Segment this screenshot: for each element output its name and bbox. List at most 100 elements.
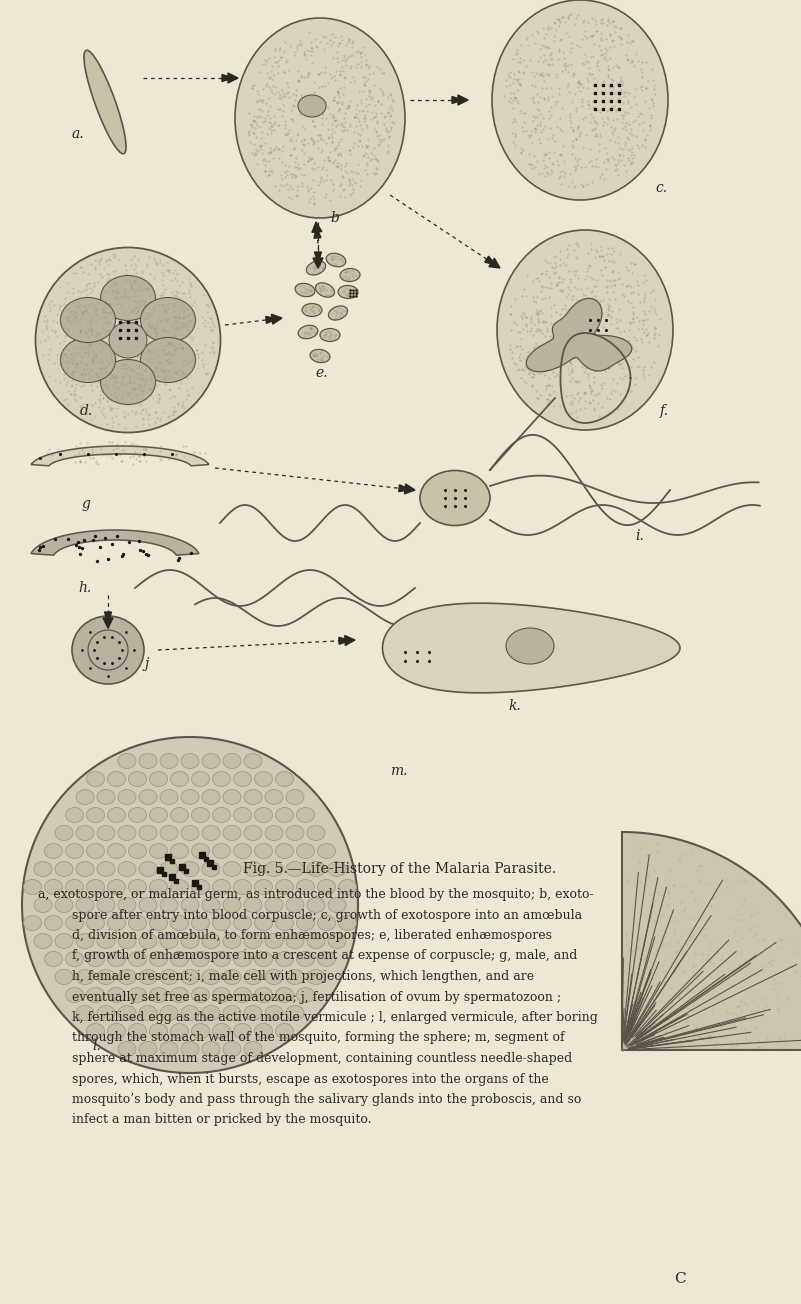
Ellipse shape	[223, 862, 241, 876]
Ellipse shape	[255, 1024, 272, 1038]
Text: a.: a.	[72, 126, 85, 141]
Ellipse shape	[212, 1024, 231, 1038]
Ellipse shape	[296, 952, 315, 966]
Ellipse shape	[150, 952, 167, 966]
Ellipse shape	[150, 987, 167, 1003]
Ellipse shape	[66, 807, 83, 823]
Ellipse shape	[244, 897, 262, 913]
Ellipse shape	[118, 934, 136, 948]
Ellipse shape	[181, 754, 199, 768]
Polygon shape	[405, 484, 415, 494]
Polygon shape	[222, 74, 233, 81]
Ellipse shape	[87, 915, 104, 931]
Ellipse shape	[244, 934, 262, 948]
Text: eventually set free as spermatozoa; j, fertilisation of ovum by spermatozoon ;: eventually set free as spermatozoa; j, f…	[72, 991, 562, 1004]
Ellipse shape	[66, 987, 83, 1003]
Ellipse shape	[171, 915, 188, 931]
Ellipse shape	[139, 825, 157, 841]
Ellipse shape	[255, 987, 272, 1003]
Ellipse shape	[87, 987, 104, 1003]
Ellipse shape	[107, 844, 126, 858]
Ellipse shape	[265, 934, 283, 948]
Ellipse shape	[202, 934, 220, 948]
Ellipse shape	[139, 754, 157, 768]
Polygon shape	[31, 529, 199, 556]
Ellipse shape	[160, 897, 178, 913]
Ellipse shape	[171, 879, 188, 895]
Ellipse shape	[139, 1042, 157, 1056]
Text: e.: e.	[315, 366, 328, 379]
Ellipse shape	[202, 969, 220, 985]
Ellipse shape	[310, 349, 330, 363]
Text: through the stomach wall of the mosquito, forming the sphere; m, segment of: through the stomach wall of the mosquito…	[72, 1031, 565, 1045]
Ellipse shape	[286, 969, 304, 985]
Ellipse shape	[100, 360, 155, 404]
Ellipse shape	[76, 862, 94, 876]
Ellipse shape	[255, 879, 272, 895]
Ellipse shape	[160, 969, 178, 985]
Ellipse shape	[202, 1005, 220, 1021]
Ellipse shape	[298, 95, 326, 117]
Ellipse shape	[298, 325, 318, 339]
Ellipse shape	[307, 934, 325, 948]
Ellipse shape	[234, 952, 252, 966]
Ellipse shape	[160, 754, 178, 768]
Text: Fig. 5.—Life-History of the Malaria Parasite.: Fig. 5.—Life-History of the Malaria Para…	[244, 862, 557, 876]
Ellipse shape	[128, 987, 147, 1003]
Ellipse shape	[118, 789, 136, 805]
Ellipse shape	[181, 934, 199, 948]
Ellipse shape	[244, 1005, 262, 1021]
Ellipse shape	[61, 297, 115, 343]
Ellipse shape	[55, 934, 73, 948]
Ellipse shape	[202, 825, 220, 841]
Polygon shape	[339, 638, 350, 644]
Ellipse shape	[223, 934, 241, 948]
Ellipse shape	[139, 969, 157, 985]
Ellipse shape	[497, 230, 673, 430]
Ellipse shape	[107, 915, 126, 931]
Ellipse shape	[23, 915, 42, 931]
Ellipse shape	[76, 897, 94, 913]
Ellipse shape	[338, 286, 358, 299]
Ellipse shape	[72, 615, 144, 685]
Ellipse shape	[191, 844, 210, 858]
Ellipse shape	[139, 897, 157, 913]
Ellipse shape	[255, 952, 272, 966]
Ellipse shape	[296, 844, 315, 858]
Ellipse shape	[202, 862, 220, 876]
Ellipse shape	[140, 338, 195, 382]
Ellipse shape	[191, 879, 210, 895]
Ellipse shape	[118, 825, 136, 841]
Ellipse shape	[234, 879, 252, 895]
Ellipse shape	[265, 1005, 283, 1021]
Text: c.: c.	[655, 181, 667, 196]
Ellipse shape	[97, 1005, 115, 1021]
Ellipse shape	[150, 915, 167, 931]
Ellipse shape	[55, 862, 73, 876]
Ellipse shape	[76, 789, 94, 805]
Polygon shape	[312, 222, 322, 232]
Ellipse shape	[265, 825, 283, 841]
Polygon shape	[266, 317, 277, 323]
Ellipse shape	[150, 844, 167, 858]
Ellipse shape	[286, 789, 304, 805]
Ellipse shape	[34, 862, 52, 876]
Ellipse shape	[234, 807, 252, 823]
Ellipse shape	[339, 915, 356, 931]
Ellipse shape	[118, 862, 136, 876]
Ellipse shape	[55, 969, 73, 985]
Ellipse shape	[307, 897, 325, 913]
Ellipse shape	[255, 915, 272, 931]
Ellipse shape	[160, 825, 178, 841]
Text: d, division of amœbula, to form enhæmospores; e, liberated enhæmospores: d, division of amœbula, to form enhæmosp…	[72, 928, 552, 941]
Ellipse shape	[181, 825, 199, 841]
Ellipse shape	[295, 283, 315, 297]
Ellipse shape	[76, 934, 94, 948]
Ellipse shape	[87, 1024, 104, 1038]
Ellipse shape	[244, 1042, 262, 1056]
Ellipse shape	[191, 915, 210, 931]
Ellipse shape	[286, 934, 304, 948]
Ellipse shape	[150, 1024, 167, 1038]
Ellipse shape	[212, 844, 231, 858]
Ellipse shape	[107, 807, 126, 823]
